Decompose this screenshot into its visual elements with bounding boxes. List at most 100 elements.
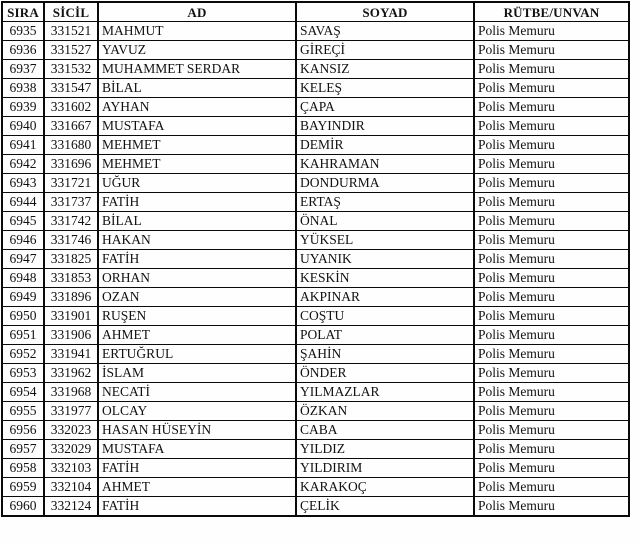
cell-ad: MUSTAFA	[97, 116, 297, 136]
cell-soyad: ÖNDER	[295, 363, 475, 383]
cell-soyad: YÜKSEL	[295, 230, 475, 250]
column-header-soyad: SOYAD	[295, 1, 475, 22]
cell-sicil: 332124	[43, 496, 99, 517]
personnel-table: SIRA SİCİL AD SOYAD RÜTBE/UNVAN 6935 3315…	[1, 1, 630, 517]
cell-sira: 6945	[1, 211, 45, 231]
cell-ad: ORHAN	[97, 268, 297, 288]
column-header-rutbe-unvan: RÜTBE/UNVAN	[473, 1, 630, 22]
cell-ad: AYHAN	[97, 97, 297, 117]
cell-sicil: 331680	[43, 135, 99, 155]
cell-rutbe-unvan: Polis Memuru	[473, 21, 630, 41]
cell-rutbe-unvan: Polis Memuru	[473, 97, 630, 117]
cell-soyad: YILDIRIM	[295, 458, 475, 478]
cell-rutbe-unvan: Polis Memuru	[473, 116, 630, 136]
cell-rutbe-unvan: Polis Memuru	[473, 344, 630, 364]
table-body: 6935 331521 MAHMUT SAVAŞ Polis Memuru 6936 331…	[1, 21, 630, 517]
cell-sicil: 331527	[43, 40, 99, 60]
cell-rutbe-unvan: Polis Memuru	[473, 40, 630, 60]
cell-ad: MUSTAFA	[97, 439, 297, 459]
cell-rutbe-unvan: Polis Memuru	[473, 420, 630, 440]
cell-rutbe-unvan: Polis Memuru	[473, 458, 630, 478]
cell-sicil: 331941	[43, 344, 99, 364]
table-row: 6960 332124 FATİH ÇELİK Polis Memuru	[1, 496, 630, 517]
table-row: 6953 331962 İSLAM ÖNDER Polis Memuru	[1, 363, 630, 383]
cell-ad: UĞUR	[97, 173, 297, 193]
cell-rutbe-unvan: Polis Memuru	[473, 154, 630, 174]
cell-rutbe-unvan: Polis Memuru	[473, 230, 630, 250]
cell-rutbe-unvan: Polis Memuru	[473, 306, 630, 326]
cell-soyad: ERTAŞ	[295, 192, 475, 212]
cell-sira: 6949	[1, 287, 45, 307]
cell-sira: 6951	[1, 325, 45, 345]
cell-sicil: 331667	[43, 116, 99, 136]
cell-sira: 6950	[1, 306, 45, 326]
cell-ad: YAVUZ	[97, 40, 297, 60]
cell-ad: OZAN	[97, 287, 297, 307]
cell-sira: 6948	[1, 268, 45, 288]
table-row: 6945 331742 BİLAL ÖNAL Polis Memuru	[1, 211, 630, 231]
cell-ad: HASAN HÜSEYİN	[97, 420, 297, 440]
cell-sira: 6958	[1, 458, 45, 478]
cell-sicil: 332029	[43, 439, 99, 459]
cell-ad: ERTUĞRUL	[97, 344, 297, 364]
cell-sira: 6938	[1, 78, 45, 98]
table-row: 6950 331901 RUŞEN COŞTU Polis Memuru	[1, 306, 630, 326]
table-row: 6958 332103 FATİH YILDIRIM Polis Memuru	[1, 458, 630, 478]
cell-rutbe-unvan: Polis Memuru	[473, 496, 630, 517]
cell-sira: 6954	[1, 382, 45, 402]
cell-rutbe-unvan: Polis Memuru	[473, 363, 630, 383]
cell-rutbe-unvan: Polis Memuru	[473, 211, 630, 231]
cell-soyad: YILDIZ	[295, 439, 475, 459]
cell-soyad: AKPINAR	[295, 287, 475, 307]
cell-ad: İSLAM	[97, 363, 297, 383]
cell-sicil: 331746	[43, 230, 99, 250]
table-row: 6952 331941 ERTUĞRUL ŞAHİN Polis Memuru	[1, 344, 630, 364]
cell-soyad: ÇAPA	[295, 97, 475, 117]
table-row: 6956 332023 HASAN HÜSEYİN CABA Polis Memuru	[1, 420, 630, 440]
cell-sicil: 331742	[43, 211, 99, 231]
cell-sicil: 331547	[43, 78, 99, 98]
cell-rutbe-unvan: Polis Memuru	[473, 439, 630, 459]
table-header-row: SIRA SİCİL AD SOYAD RÜTBE/UNVAN	[1, 1, 630, 22]
table-row: 6942 331696 MEHMET KAHRAMAN Polis Memuru	[1, 154, 630, 174]
cell-ad: MAHMUT	[97, 21, 297, 41]
table-row: 6948 331853 ORHAN KESKİN Polis Memuru	[1, 268, 630, 288]
cell-sicil: 331825	[43, 249, 99, 269]
cell-soyad: GİREÇİ	[295, 40, 475, 60]
cell-rutbe-unvan: Polis Memuru	[473, 135, 630, 155]
cell-ad: BİLAL	[97, 78, 297, 98]
cell-sicil: 331968	[43, 382, 99, 402]
cell-sira: 6956	[1, 420, 45, 440]
cell-ad: AHMET	[97, 477, 297, 497]
cell-sicil: 332103	[43, 458, 99, 478]
cell-soyad: ŞAHİN	[295, 344, 475, 364]
cell-sicil: 331696	[43, 154, 99, 174]
cell-sira: 6943	[1, 173, 45, 193]
cell-rutbe-unvan: Polis Memuru	[473, 249, 630, 269]
table-row: 6938 331547 BİLAL KELEŞ Polis Memuru	[1, 78, 630, 98]
table-row: 6957 332029 MUSTAFA YILDIZ Polis Memuru	[1, 439, 630, 459]
cell-ad: MEHMET	[97, 154, 297, 174]
cell-sira: 6937	[1, 59, 45, 79]
table-row: 6944 331737 FATİH ERTAŞ Polis Memuru	[1, 192, 630, 212]
cell-soyad: COŞTU	[295, 306, 475, 326]
cell-rutbe-unvan: Polis Memuru	[473, 477, 630, 497]
cell-ad: FATİH	[97, 192, 297, 212]
cell-sira: 6960	[1, 496, 45, 517]
cell-sicil: 331853	[43, 268, 99, 288]
cell-ad: NECATİ	[97, 382, 297, 402]
cell-ad: AHMET	[97, 325, 297, 345]
cell-ad: FATİH	[97, 496, 297, 517]
table-header: SIRA SİCİL AD SOYAD RÜTBE/UNVAN	[1, 1, 630, 22]
cell-sira: 6952	[1, 344, 45, 364]
cell-sira: 6936	[1, 40, 45, 60]
cell-sira: 6953	[1, 363, 45, 383]
cell-sira: 6944	[1, 192, 45, 212]
cell-ad: MUHAMMET SERDAR	[97, 59, 297, 79]
cell-ad: OLCAY	[97, 401, 297, 421]
cell-ad: FATİH	[97, 249, 297, 269]
cell-soyad: KANSIZ	[295, 59, 475, 79]
cell-sira: 6941	[1, 135, 45, 155]
cell-soyad: CABA	[295, 420, 475, 440]
